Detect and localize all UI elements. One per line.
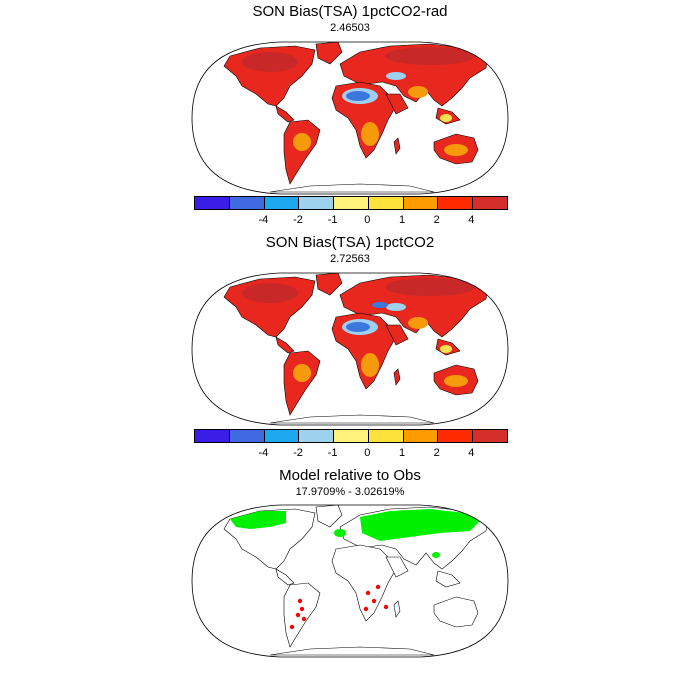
colorbar-swatch <box>368 430 404 442</box>
colorbar-swatch <box>195 430 230 442</box>
region-red-marker <box>297 598 303 604</box>
region-central-asia-light <box>386 303 406 311</box>
colorbar-swatch <box>334 197 369 209</box>
region-red-marker <box>289 624 295 630</box>
colorbar-tick-label: 1 <box>398 214 406 226</box>
landmass-australia <box>433 596 479 628</box>
colorbar-swatch <box>403 430 439 442</box>
colorbar-swatch <box>438 430 474 442</box>
panel1-colorbar <box>194 196 508 210</box>
landmass-antarctica <box>269 414 435 424</box>
landmass-southeast-asia <box>435 570 461 588</box>
colorbar-tick-label: 0 <box>364 214 371 226</box>
colorbar-tick-label: 4 <box>468 214 475 226</box>
region-red-marker <box>375 584 381 590</box>
region-red-marker <box>383 604 389 610</box>
region-seasia-yellow <box>440 114 452 122</box>
landmass-antarctica <box>269 183 435 193</box>
landmass-arabia <box>385 556 409 578</box>
map-frame <box>191 272 509 426</box>
colorbar-tick-label: -1 <box>327 214 338 226</box>
colorbar-swatch <box>438 197 474 209</box>
colorbar-swatch <box>473 430 508 442</box>
map-frame <box>191 504 509 658</box>
colorbar-tick-label: 1 <box>398 447 406 459</box>
region-brazil-orange <box>293 364 311 382</box>
landmass-south-america <box>283 350 321 416</box>
region-canada-green <box>230 511 286 529</box>
region-australia-orange <box>444 144 468 156</box>
region-red-marker <box>365 590 371 596</box>
panel1-subtitle: 2.46503 <box>330 22 370 34</box>
region-brazil-orange <box>293 133 311 151</box>
panel2-colorbar <box>194 429 508 443</box>
region-caspian-cool <box>372 302 388 308</box>
region-asia-orange <box>408 86 428 98</box>
landmass-madagascar <box>393 368 401 386</box>
colorbar-tick-label: 0 <box>364 447 371 459</box>
panel2-map <box>191 272 509 426</box>
region-africa-orange <box>361 122 379 146</box>
region-red-marker <box>301 616 307 622</box>
panel1-map <box>191 41 509 195</box>
colorbar-swatch <box>229 197 265 209</box>
colorbar-tick-label: -2 <box>293 447 303 459</box>
region-canada-hot <box>242 283 298 303</box>
colorbar-tick-label: 4 <box>468 447 475 459</box>
panel1-title: SON Bias(TSA) 1pctCO2-rad <box>252 3 448 20</box>
region-sahara-cool <box>346 322 370 332</box>
landmass-central-america <box>275 336 295 354</box>
landmass-arabia <box>385 93 409 115</box>
panel3-subtitle: 17.9709% - 3.02619% <box>295 486 405 498</box>
colorbar-swatch <box>473 197 508 209</box>
colorbar-swatch <box>368 197 404 209</box>
colorbar-swatch <box>229 430 265 442</box>
region-red-marker <box>295 612 301 618</box>
region-seasia-yellow <box>440 345 452 353</box>
region-red-marker <box>363 606 369 612</box>
region-siberia-hot <box>385 47 475 65</box>
landmass-africa <box>331 544 397 622</box>
landmass-south-america <box>283 582 321 648</box>
region-sahara-cool <box>346 91 370 101</box>
region-tibet-green <box>432 552 440 558</box>
region-siberia-hot <box>385 278 475 296</box>
landmass-central-america <box>275 568 295 586</box>
landmass-antarctica <box>269 646 435 656</box>
region-central-asia-light <box>386 72 406 80</box>
map-frame <box>191 41 509 195</box>
colorbar-tick-label: -1 <box>327 447 338 459</box>
landmass-madagascar <box>393 600 401 618</box>
landmass-arabia <box>385 324 409 346</box>
colorbar-swatch <box>334 430 369 442</box>
colorbar-tick-label: -4 <box>258 447 269 459</box>
panel2-title: SON Bias(TSA) 1pctCO2 <box>265 234 435 251</box>
colorbar-swatch <box>299 430 335 442</box>
region-red-marker <box>299 606 305 612</box>
colorbar-swatch <box>299 197 335 209</box>
region-canada-hot <box>242 52 298 72</box>
panel3-title: Model relative to Obs <box>279 467 421 484</box>
region-asia-orange <box>408 317 428 329</box>
colorbar-swatch <box>195 197 230 209</box>
colorbar-tick-label: 2 <box>433 447 440 459</box>
panel2-subtitle: 2.72563 <box>330 253 370 265</box>
colorbar-swatch <box>264 430 300 442</box>
colorbar-tick-label: -4 <box>258 214 269 226</box>
landmass-madagascar <box>393 137 401 155</box>
panel3-map <box>191 504 509 658</box>
region-red-marker <box>371 598 377 604</box>
region-eurasia-green <box>360 509 480 541</box>
region-europe-green <box>334 529 346 537</box>
colorbar-tick-label: 2 <box>433 214 440 226</box>
region-australia-orange <box>444 375 468 387</box>
colorbar-tick-label: -2 <box>293 214 303 226</box>
region-africa-orange <box>361 353 379 377</box>
landmass-central-america <box>275 105 295 123</box>
colorbar-swatch <box>403 197 439 209</box>
landmass-south-america <box>283 119 321 185</box>
colorbar-swatch <box>264 197 300 209</box>
